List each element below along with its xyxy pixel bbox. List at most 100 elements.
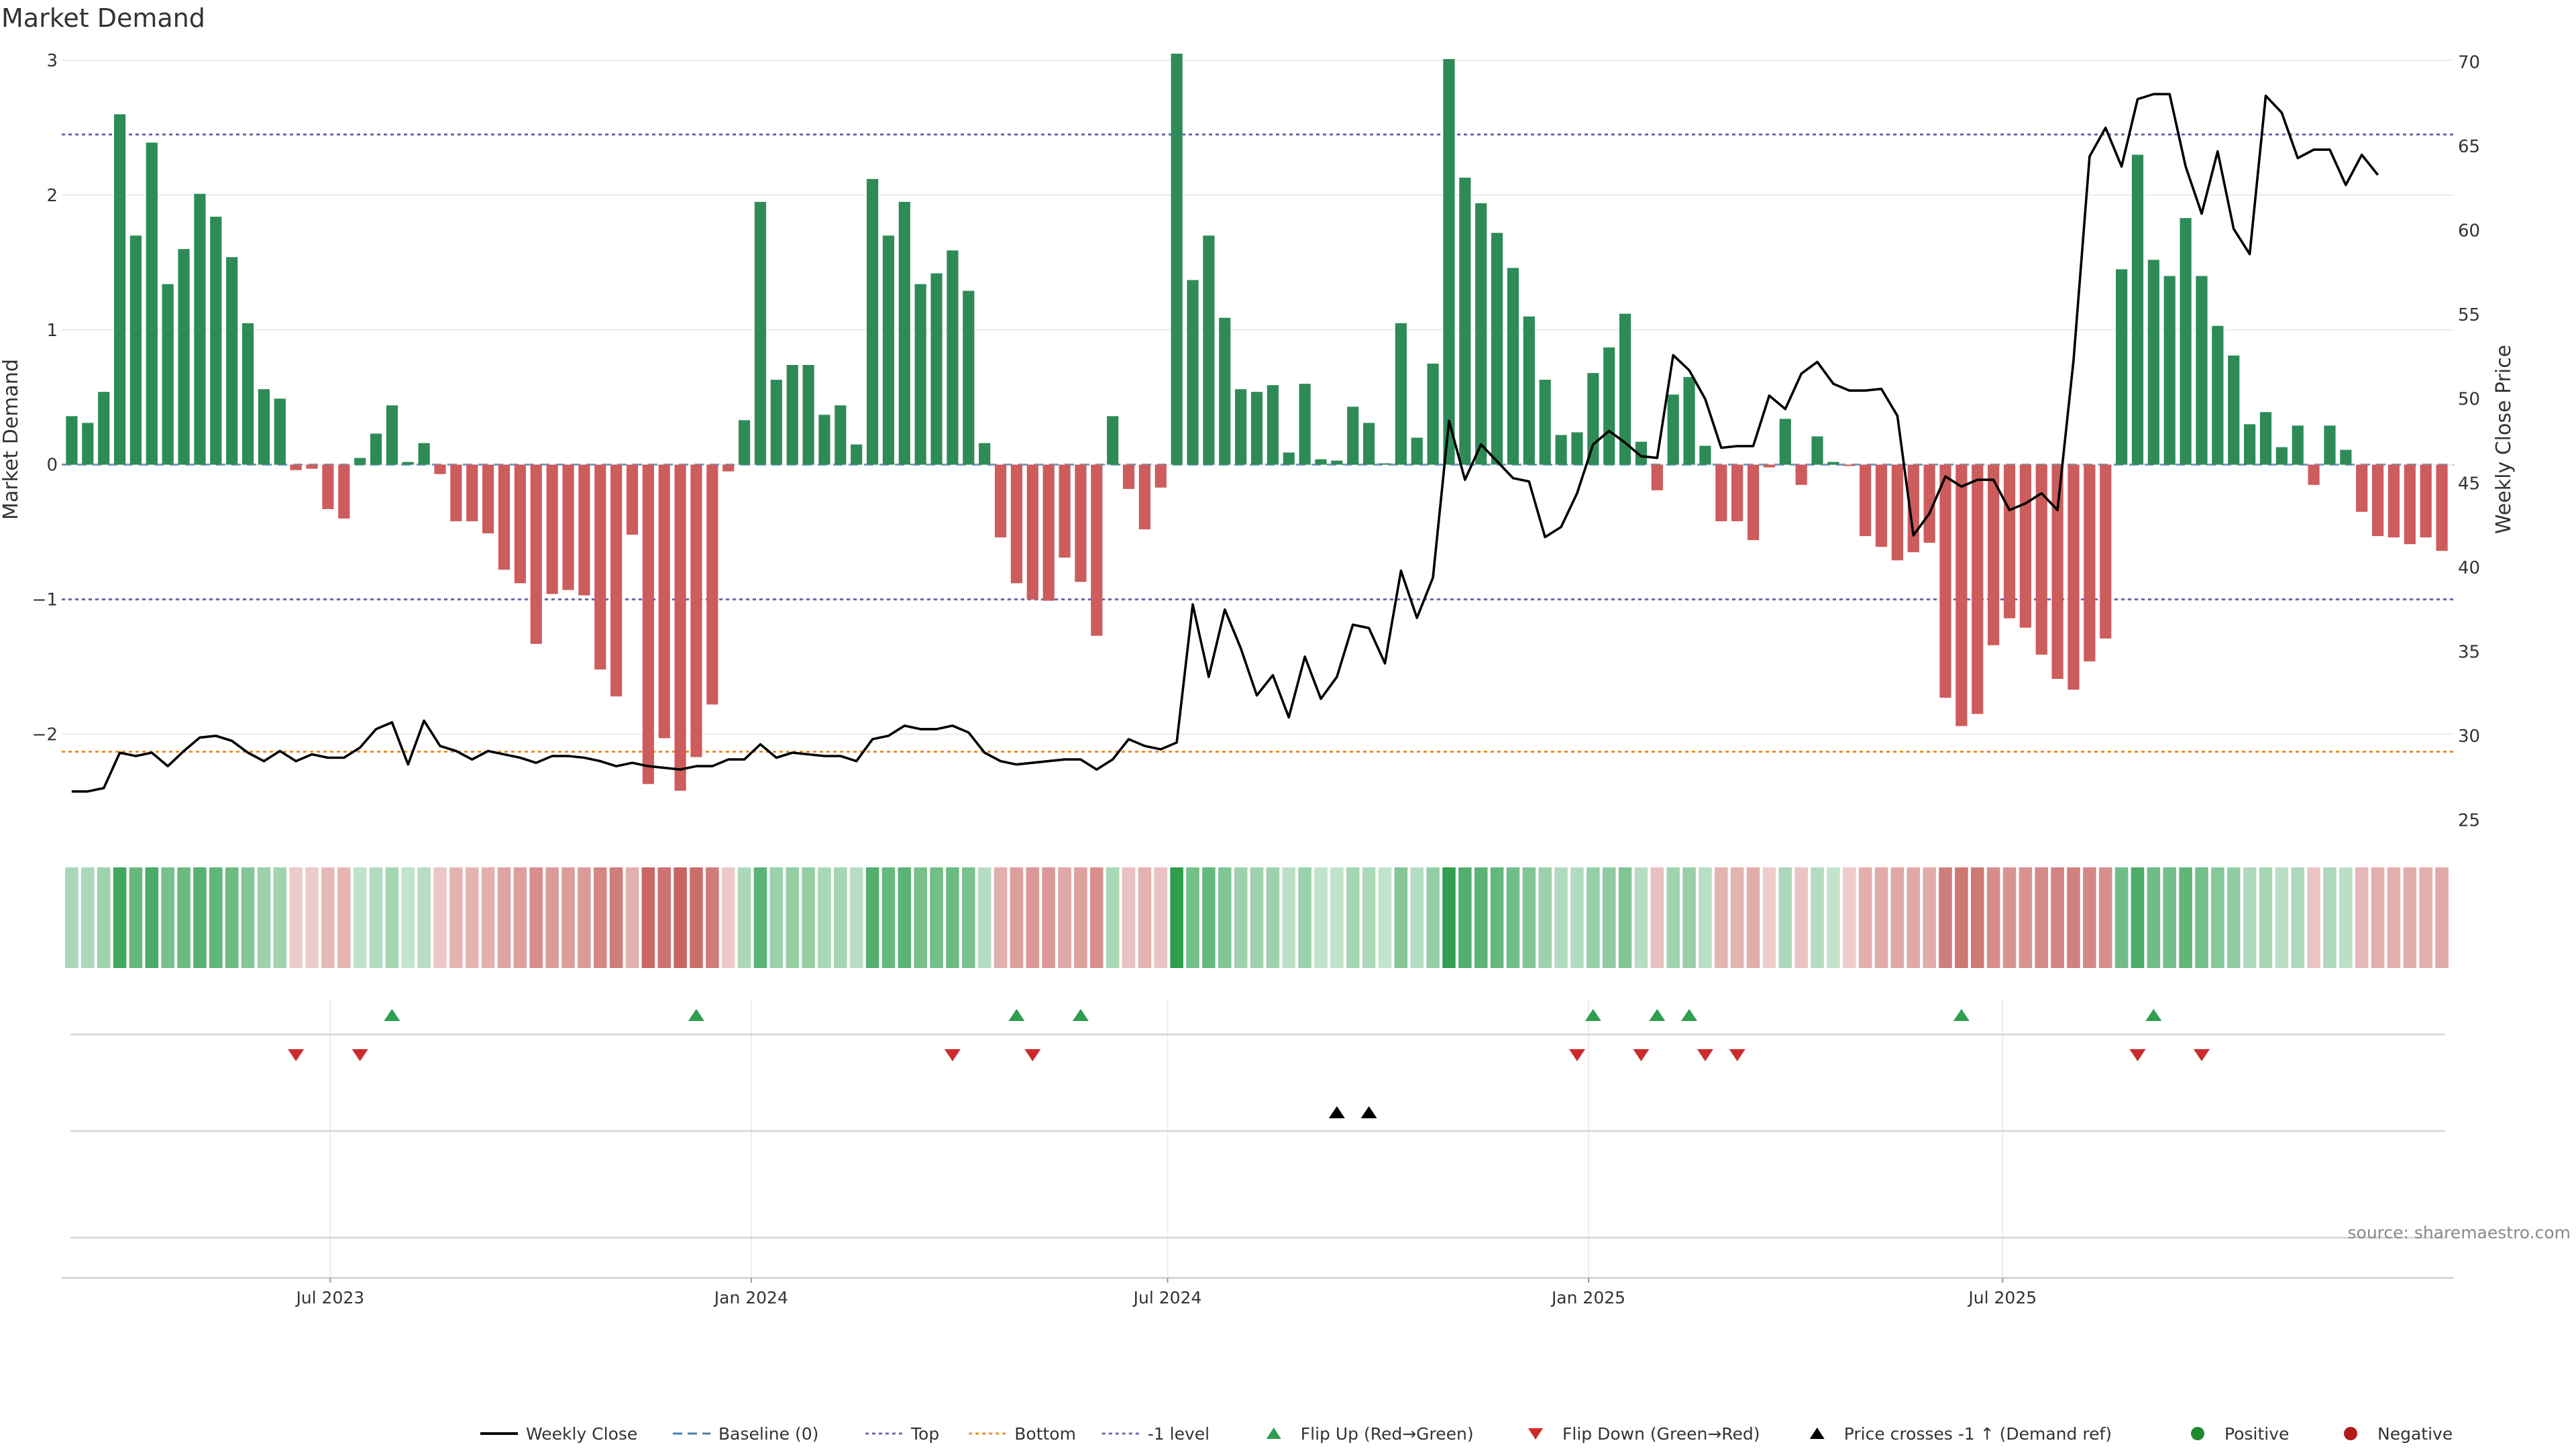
heat-cell <box>1089 867 1104 968</box>
heat-cell <box>1538 867 1552 968</box>
demand-bar <box>1523 316 1535 465</box>
heat-cell <box>930 867 943 968</box>
heat-cell <box>593 867 607 968</box>
demand-bar <box>1299 384 1311 465</box>
demand-bar <box>322 464 334 509</box>
demand-bar <box>1939 464 1951 698</box>
y-right-tick-label: 40 <box>2458 558 2480 578</box>
heat-cell <box>2051 867 2064 968</box>
demand-bar <box>963 290 975 465</box>
heat-cell <box>1522 867 1536 968</box>
y-right-tick-label: 35 <box>2458 642 2480 662</box>
heat-cell <box>2067 867 2080 968</box>
demand-bar <box>1155 464 1167 488</box>
heat-cell <box>1074 867 1087 968</box>
heat-cell <box>1762 867 1776 968</box>
demand-bar <box>226 257 238 465</box>
demand-bar <box>1235 389 1247 465</box>
flip-up-marker <box>1681 1009 1698 1021</box>
weekly-close-line <box>71 93 2379 793</box>
flip-up-marker <box>1953 1009 1970 1021</box>
legend-item-9: Negative <box>2344 1424 2453 1444</box>
heat-cell <box>1699 867 1712 968</box>
heat-cell <box>2419 867 2432 968</box>
demand-bar <box>2084 464 2096 661</box>
demand-bar <box>498 464 511 570</box>
demand-bar <box>594 464 606 669</box>
demand-bar <box>354 458 366 465</box>
heat-cell <box>529 867 543 968</box>
demand-bar <box>1923 464 1935 543</box>
heat-cell <box>1154 867 1168 968</box>
heat-cell <box>2355 867 2369 968</box>
heat-cell <box>193 867 207 968</box>
demand-bar <box>2340 449 2352 465</box>
x-axis: Jul 2023 Jan 2024 Jul 2024 Jan 2025 Jul 2025 <box>294 1278 2037 1307</box>
y-right-tick-label: 65 <box>2458 137 2480 157</box>
demand-bars <box>66 54 2448 791</box>
demand-bar <box>994 464 1007 538</box>
y-right-tick-label: 25 <box>2458 810 2480 830</box>
chart-title: Market Demand <box>1 3 205 33</box>
legend-item-2: Top <box>865 1424 939 1444</box>
demand-bar <box>1811 436 1823 465</box>
heat-cell <box>1106 867 1120 968</box>
demand-bar <box>1763 464 1776 468</box>
heat-cell <box>161 867 174 968</box>
flip-up-marker <box>1585 1009 1601 1021</box>
heat-cell <box>369 867 383 968</box>
flip-down-marker <box>944 1049 961 1061</box>
demand-bar <box>2387 464 2400 538</box>
heat-cell <box>433 867 447 968</box>
demand-bar <box>258 389 270 465</box>
price-series <box>71 93 2379 793</box>
demand-bar <box>402 462 414 465</box>
heat-cell <box>145 867 159 968</box>
demand-bar <box>2068 464 2080 690</box>
x-tick-label: Jan 2025 <box>1550 1288 1625 1307</box>
demand-bar <box>2116 269 2128 465</box>
heat-cell <box>1410 867 1424 968</box>
demand-bar <box>866 178 879 465</box>
heat-cell <box>578 867 591 968</box>
heat-cell <box>1923 867 1936 968</box>
demand-bar <box>241 323 254 465</box>
heat-cell <box>994 867 1008 968</box>
demand-bar <box>2308 464 2320 485</box>
heat-cell <box>321 867 335 968</box>
flip-down-marker <box>1697 1049 1713 1061</box>
demand-bar <box>1651 464 1663 490</box>
demand-bar <box>1171 54 1183 465</box>
legend-label: Flip Up (Red→Green) <box>1301 1424 1474 1444</box>
legend-item-4: -1 level <box>1102 1424 1210 1444</box>
flip-up-marker <box>1008 1009 1025 1021</box>
y-right-tick-label: 50 <box>2458 390 2480 410</box>
legend-swatch <box>1528 1428 1543 1440</box>
event-markers <box>62 1009 2454 1279</box>
heat-cell <box>1618 867 1632 968</box>
demand-bar <box>1779 419 1791 465</box>
demand-bar <box>1955 464 1968 727</box>
legend-label: Bottom <box>1014 1424 1076 1444</box>
demand-bar <box>1539 380 1551 465</box>
heat-cell <box>2002 867 2017 968</box>
heat-cell <box>385 867 399 968</box>
heat-cell <box>1378 867 1392 968</box>
heat-cell <box>1874 867 1888 968</box>
demand-bar <box>1283 452 1295 465</box>
heat-cell <box>962 867 975 968</box>
y-left-tick-label: 2 <box>46 186 58 206</box>
x-tick-label: Jul 2024 <box>1132 1288 1202 1307</box>
y-left-tick-label: −2 <box>32 724 58 745</box>
demand-bar <box>450 464 462 522</box>
heat-cell <box>1266 867 1280 968</box>
heat-cell <box>1986 867 2000 968</box>
heat-cell <box>1811 867 1824 968</box>
demand-bar <box>562 464 574 590</box>
demand-bar <box>1667 394 1679 465</box>
heat-cell <box>1122 867 1136 968</box>
heat-cell <box>881 867 896 968</box>
demand-bar <box>2324 425 2336 465</box>
heat-cell <box>2195 867 2208 968</box>
heat-cell <box>2371 867 2385 968</box>
